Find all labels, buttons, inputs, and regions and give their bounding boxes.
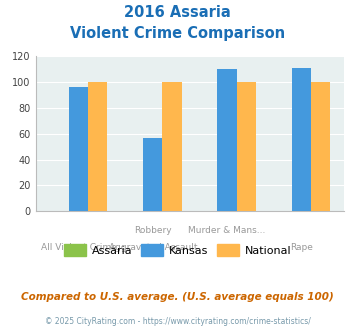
Bar: [88, 82, 108, 211]
Text: Violent Crime Comparison: Violent Crime Comparison: [70, 26, 285, 41]
Bar: [163, 82, 182, 211]
Text: Murder & Mans...: Murder & Mans...: [189, 226, 266, 235]
Bar: [69, 87, 88, 211]
Text: Robbery: Robbery: [134, 226, 171, 235]
Legend: Assaria, Kansas, National: Assaria, Kansas, National: [59, 240, 296, 260]
Bar: [143, 138, 163, 211]
Text: Rape: Rape: [290, 243, 313, 251]
Bar: [311, 82, 330, 211]
Bar: [217, 69, 237, 211]
Text: Compared to U.S. average. (U.S. average equals 100): Compared to U.S. average. (U.S. average …: [21, 292, 334, 302]
Text: 2016 Assaria: 2016 Assaria: [124, 5, 231, 20]
Text: © 2025 CityRating.com - https://www.cityrating.com/crime-statistics/: © 2025 CityRating.com - https://www.city…: [45, 317, 310, 326]
Bar: [237, 82, 256, 211]
Text: All Violent Crime: All Violent Crime: [40, 243, 116, 251]
Text: Aggravated Assault: Aggravated Assault: [109, 243, 197, 251]
Bar: [292, 68, 311, 211]
